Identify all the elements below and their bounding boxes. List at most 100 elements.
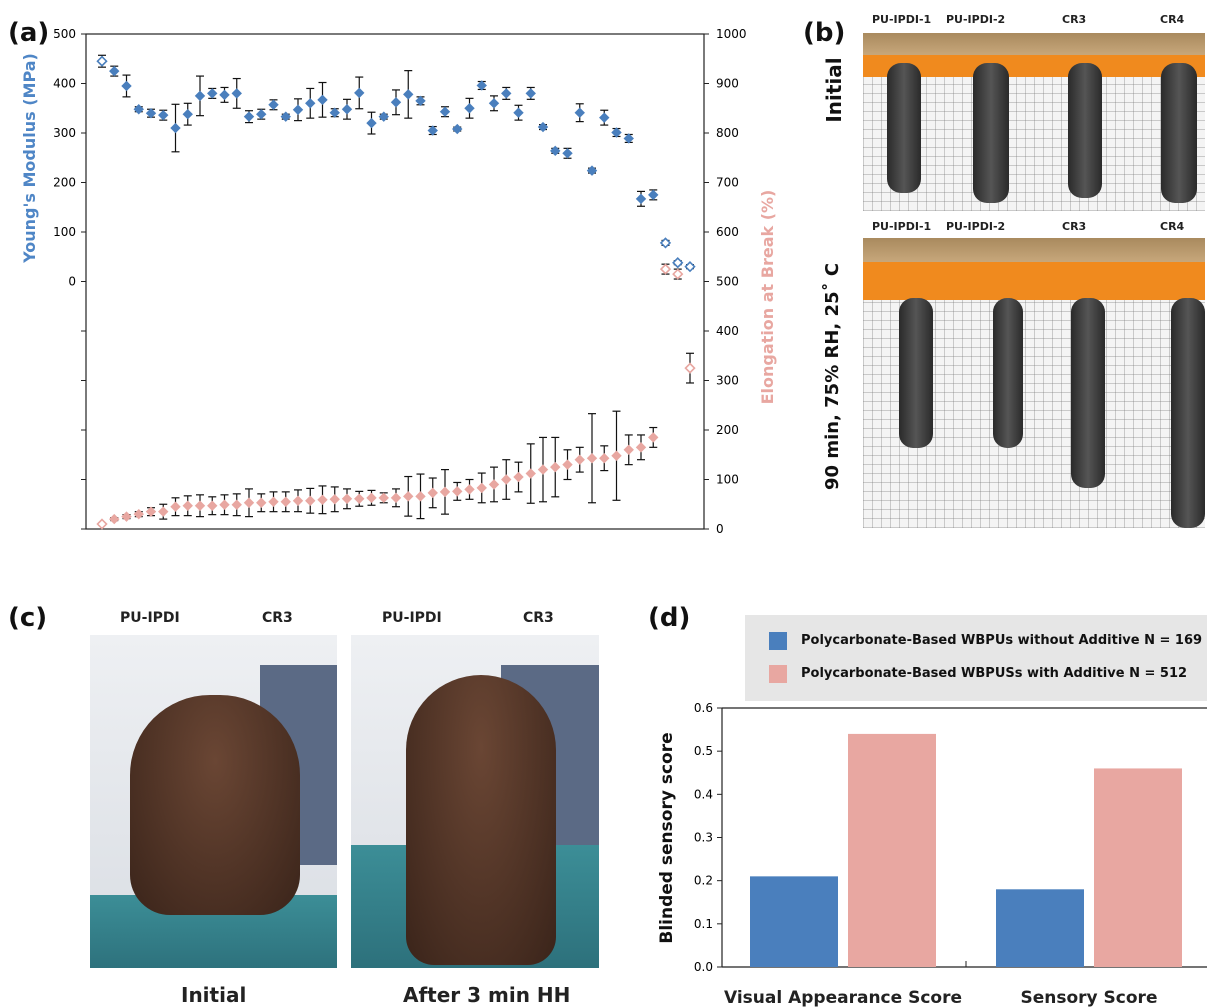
cork-strip <box>863 238 1205 262</box>
modulus-point <box>378 111 389 122</box>
elongation-point <box>145 506 157 517</box>
elongation-point <box>525 468 536 479</box>
c-caption-after: After 3 min HH <box>403 983 571 1007</box>
photo-after-hair <box>351 635 599 968</box>
loose-hair <box>406 675 556 965</box>
elongation-point <box>537 464 549 475</box>
panel-label-c: (c) <box>8 603 48 633</box>
c-col-label-4: CR3 <box>523 610 554 626</box>
modulus-point <box>611 127 622 138</box>
elongation-point <box>182 500 193 511</box>
hair-curl-1 <box>899 298 933 448</box>
modulus-point <box>231 88 242 99</box>
elongation-point <box>96 518 108 530</box>
right-tick-label: 300 <box>716 374 739 388</box>
elongation-point <box>562 459 573 470</box>
elongation-point <box>109 513 120 525</box>
elongation-point <box>476 482 487 494</box>
elongation-point <box>427 487 438 499</box>
modulus-point <box>305 98 316 109</box>
legend-swatch-pink <box>769 665 787 683</box>
left-tick-label: 0 <box>68 275 76 289</box>
elongation-point <box>599 453 610 464</box>
modulus-point <box>439 106 451 117</box>
elongation-point <box>513 471 524 483</box>
modulus-point <box>145 107 157 119</box>
elongation-point <box>648 432 659 443</box>
b-col-label-3b: CR3 <box>1062 220 1087 233</box>
b-row-label-humidity: 90 min, 75% RH, 25˚ C <box>822 262 843 490</box>
c-col-label-2: CR3 <box>262 610 293 626</box>
right-tick-label: 900 <box>716 77 739 91</box>
left-tick-label: 100 <box>53 225 76 239</box>
modulus-point <box>403 89 414 100</box>
x-category-label: Sensory Score <box>1021 988 1158 1008</box>
b-col-label-4: CR4 <box>1160 13 1185 26</box>
modulus-point <box>96 55 108 67</box>
bar-without-additive <box>996 889 1084 967</box>
panel-label-a: (a) <box>8 18 50 48</box>
modulus-point <box>684 261 696 273</box>
elongation-point <box>170 501 181 512</box>
hair-curl-2 <box>973 63 1009 203</box>
right-tick-label: 500 <box>716 275 739 289</box>
elongation-point <box>121 511 132 522</box>
right-tick-label: 600 <box>716 225 739 239</box>
modulus-point <box>672 257 684 269</box>
modulus-point <box>586 165 598 176</box>
left-tick-label: 300 <box>53 126 76 140</box>
legend-d: Polycarbonate-Based WBPUs without Additi… <box>745 615 1207 701</box>
elongation-point <box>341 493 353 505</box>
elongation-point <box>611 450 622 461</box>
modulus-point <box>268 99 279 110</box>
modulus-point <box>133 104 144 115</box>
hair-curl-3 <box>1068 63 1102 198</box>
curled-hair <box>130 695 300 915</box>
right-tick-label: 400 <box>716 324 739 338</box>
right-tick-label: 0 <box>716 522 724 536</box>
bar-with-additive <box>1094 768 1182 967</box>
modulus-point <box>390 97 402 108</box>
bar-without-additive <box>750 876 838 967</box>
elongation-point <box>501 474 512 485</box>
b-col-label-2b: PU-IPDI-2 <box>946 220 1006 233</box>
modulus-point <box>537 121 549 133</box>
legend-swatch-blue <box>769 632 787 650</box>
y-tick-label: 0.3 <box>694 831 713 845</box>
b-col-label-3: CR3 <box>1062 13 1087 26</box>
right-tick-label: 700 <box>716 176 739 190</box>
elongation-point <box>354 493 365 505</box>
modulus-point <box>194 90 206 102</box>
hair-curl-2 <box>993 298 1023 448</box>
modulus-point <box>182 108 193 120</box>
c-col-label-1: PU-IPDI <box>120 610 180 626</box>
y-tick-label: 0.0 <box>694 960 713 974</box>
right-tick-label: 800 <box>716 126 739 140</box>
panel-label-d: (d) <box>648 603 691 633</box>
orange-strip <box>863 262 1205 300</box>
modulus-point <box>243 111 255 122</box>
y-tick-label: 0.4 <box>694 787 713 801</box>
modulus-point <box>256 108 267 120</box>
modulus-point <box>354 87 365 99</box>
modulus-point <box>562 148 573 159</box>
modulus-point <box>207 88 218 99</box>
photo-initial-hair <box>90 635 337 968</box>
elongation-point <box>439 486 451 498</box>
modulus-point <box>476 80 487 91</box>
bar-with-additive <box>848 733 936 967</box>
modulus-point <box>427 125 438 136</box>
elongation-point <box>268 496 279 507</box>
chart-d-bar: 0.0 0.1 0.2 0.3 0.4 0.5 0.6 Blinded sensory sco… <box>657 701 1207 1008</box>
y-tick-label: 0.2 <box>694 874 713 888</box>
modulus-point <box>599 112 610 123</box>
photo-humidity-row <box>863 238 1205 528</box>
elongation-point <box>550 461 561 473</box>
c-caption-initial: Initial <box>181 983 247 1007</box>
y-tick-label: 0.6 <box>694 701 713 715</box>
elongation-point <box>366 492 377 504</box>
elongation-point <box>280 496 291 507</box>
elongation-point <box>194 500 206 511</box>
elongation-point <box>219 499 230 510</box>
cork-strip <box>863 33 1205 55</box>
